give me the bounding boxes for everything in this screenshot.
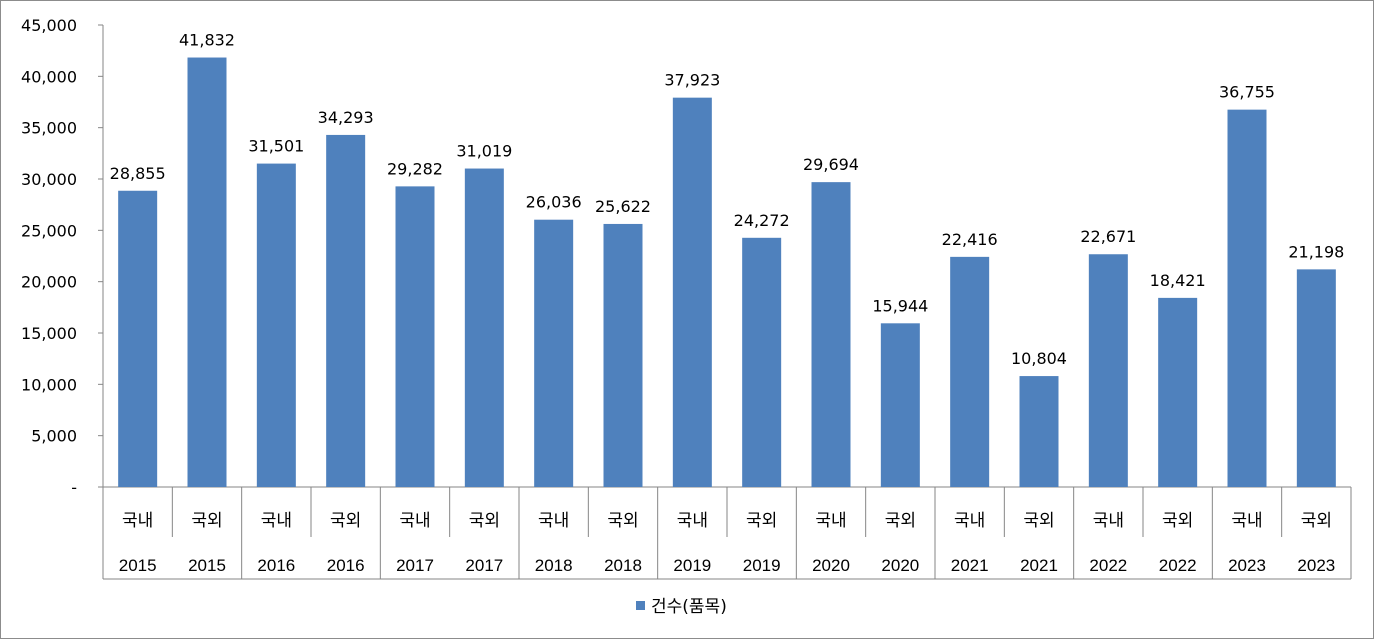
y-tick-label: 30,000 [21, 170, 77, 189]
y-tick-label: 15,000 [21, 324, 77, 343]
bar [880, 323, 920, 487]
y-tick-label: 45,000 [21, 16, 77, 35]
data-label: 21,198 [1288, 242, 1344, 261]
bar [950, 256, 990, 487]
x-tick-label-type: 국내 [954, 511, 985, 531]
bar [118, 190, 158, 487]
x-tick-label-type: 국외 [885, 511, 916, 531]
x-tick-label-year: 2017 [465, 556, 503, 575]
data-label: 36,755 [1219, 83, 1275, 102]
x-tick-label-type: 국외 [607, 511, 638, 531]
x-tick-label-year: 2021 [951, 556, 989, 575]
bar [1088, 254, 1128, 487]
data-label: 18,421 [1150, 271, 1206, 290]
data-label: 15,944 [872, 296, 928, 315]
y-tick-label: 10,000 [21, 375, 77, 394]
data-label: 25,622 [595, 197, 651, 216]
x-tick-label-year: 2023 [1228, 556, 1266, 575]
x-tick-label-type: 국외 [191, 511, 222, 531]
data-label: 26,036 [526, 193, 582, 212]
x-tick-label-year: 2023 [1297, 556, 1335, 575]
x-tick-label-type: 국내 [261, 511, 292, 531]
data-label: 29,694 [803, 155, 859, 174]
bar [1296, 269, 1336, 487]
x-tick-label-type: 국외 [469, 511, 500, 531]
bar [464, 168, 504, 487]
y-tick-label: 25,000 [21, 221, 77, 240]
x-tick-label-type: 국내 [677, 511, 708, 531]
x-tick-label-year: 2020 [881, 556, 919, 575]
x-tick-label-year: 2015 [119, 556, 157, 575]
data-label: 34,293 [318, 108, 374, 127]
x-tick-label-type: 국내 [1093, 511, 1124, 531]
data-label: 31,501 [248, 137, 304, 156]
x-tick-label-type: 국외 [330, 511, 361, 531]
data-label: 41,832 [179, 31, 235, 50]
x-tick-label-year: 2016 [327, 556, 365, 575]
bar [187, 57, 227, 487]
x-tick-label-year: 2022 [1089, 556, 1127, 575]
x-tick-label-year: 2019 [743, 556, 781, 575]
x-tick-label-type: 국외 [1023, 511, 1054, 531]
bar [534, 219, 574, 487]
data-label: 28,855 [110, 164, 166, 183]
bar [1158, 297, 1198, 487]
bar [1227, 109, 1267, 487]
x-tick-label-year: 2018 [604, 556, 642, 575]
data-label: 29,282 [387, 159, 443, 178]
data-label: 10,804 [1011, 349, 1067, 368]
bar [395, 186, 435, 487]
data-label: 37,923 [664, 71, 720, 90]
bar [811, 182, 851, 487]
data-label: 31,019 [456, 142, 512, 161]
x-tick-label-year: 2022 [1159, 556, 1197, 575]
legend-swatch [636, 601, 645, 610]
bar [603, 223, 643, 488]
x-tick-label-type: 국외 [1301, 511, 1332, 531]
y-tick-label: - [71, 478, 77, 497]
x-tick-label-year: 2018 [535, 556, 573, 575]
x-tick-label-type: 국내 [815, 511, 846, 531]
bar [326, 134, 366, 487]
y-tick-label: 40,000 [21, 67, 77, 86]
legend-label: 건수(품목) [651, 597, 727, 617]
y-tick-label: 20,000 [21, 273, 77, 292]
data-label: 22,416 [942, 230, 998, 249]
x-tick-label-year: 2021 [1020, 556, 1058, 575]
x-tick-label-type: 국외 [1162, 511, 1193, 531]
x-tick-label-type: 국내 [122, 511, 153, 531]
x-tick-label-type: 국내 [1231, 511, 1262, 531]
x-tick-label-year: 2019 [673, 556, 711, 575]
x-tick-label-year: 2015 [188, 556, 226, 575]
x-tick-label-year: 2016 [257, 556, 295, 575]
data-label: 22,671 [1080, 227, 1136, 246]
y-tick-label: 5,000 [31, 427, 77, 446]
x-tick-label-year: 2020 [812, 556, 850, 575]
x-tick-label-year: 2017 [396, 556, 434, 575]
data-label: 24,272 [734, 211, 790, 230]
x-tick-label-type: 국외 [746, 511, 777, 531]
bar [256, 163, 296, 488]
bar [1019, 376, 1059, 487]
y-tick-label: 35,000 [21, 119, 77, 138]
x-tick-label-type: 국내 [399, 511, 430, 531]
x-tick-label-type: 국내 [538, 511, 569, 531]
bar [672, 97, 712, 488]
bar [742, 237, 782, 487]
